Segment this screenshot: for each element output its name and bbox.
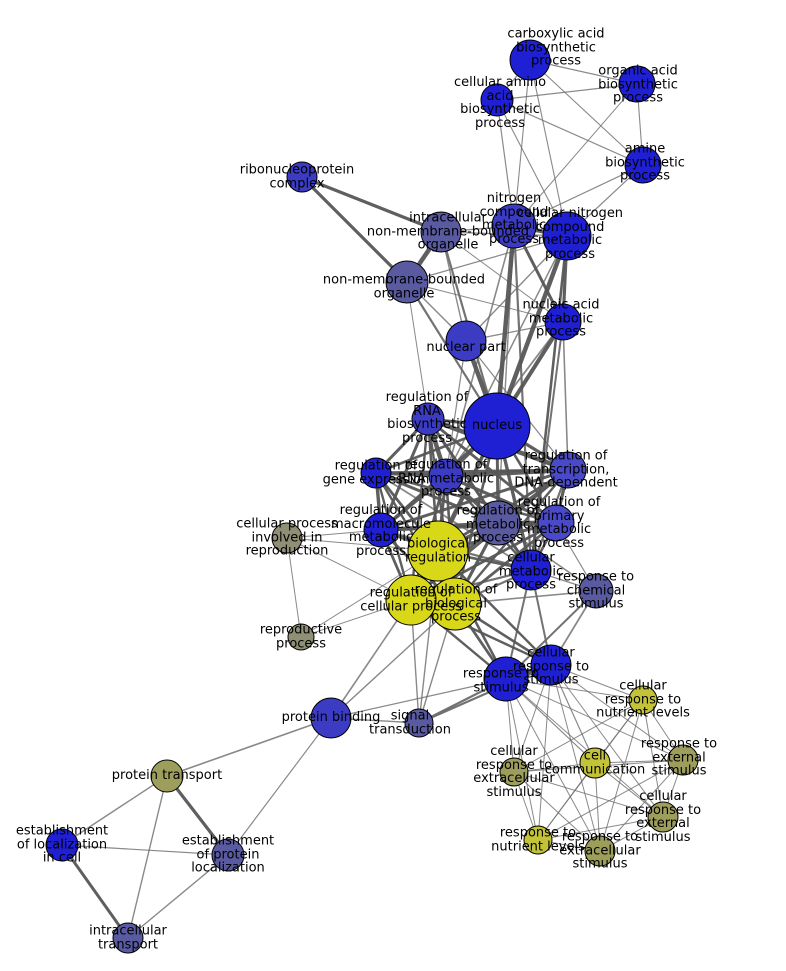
network-edge: [537, 762, 596, 841]
network-edge: [443, 467, 571, 479]
network-node[interactable]: regulation of RNA biosynthetic process: [411, 402, 445, 436]
network-edge: [529, 59, 568, 237]
network-node[interactable]: cellular process involved in reproductio…: [271, 522, 303, 554]
network-edge: [513, 771, 664, 818]
network-edge: [505, 678, 684, 761]
network-node[interactable]: cellular response to extracellular stimu…: [499, 757, 529, 787]
network-edge: [537, 759, 684, 841]
network-node[interactable]: protein binding: [310, 697, 352, 739]
network-edge: [513, 83, 638, 227]
network-edge: [127, 854, 229, 939]
network-node[interactable]: regulation of RNA metabolic process: [428, 458, 464, 494]
network-node[interactable]: intracellular transport: [112, 922, 144, 954]
network-node[interactable]: response to stimulus: [483, 656, 529, 702]
network-node[interactable]: nucleus: [463, 392, 531, 460]
network-edge: [537, 664, 552, 841]
network-node[interactable]: organic acid biosynthetic process: [618, 65, 656, 103]
node-layer: nucleusbiological regulationregulation o…: [45, 39, 699, 954]
network-node[interactable]: cellular nitrogen compound metabolic pro…: [542, 211, 592, 261]
network-edge: [445, 340, 467, 477]
network-edge: [513, 771, 601, 852]
network-edge: [494, 233, 570, 429]
network-node[interactable]: amine biosynthetic process: [624, 146, 662, 184]
network-edge: [599, 759, 684, 852]
network-node[interactable]: nuclear part: [445, 320, 487, 362]
network-edge: [505, 678, 664, 818]
network-node[interactable]: cellular amino acid biosynthetic process: [480, 83, 514, 117]
network-edge: [496, 99, 568, 237]
network-node[interactable]: cellular response to nutrient levels: [628, 685, 658, 715]
network-edge: [562, 321, 569, 471]
network-edge: [409, 417, 430, 602]
network-node[interactable]: establishment of protein localization: [211, 838, 245, 872]
network-edge: [529, 59, 644, 166]
network-node[interactable]: response to extracellular stimulus: [584, 835, 616, 867]
network-node[interactable]: nitrogen compound metabolic process: [491, 203, 537, 249]
network-edge: [599, 699, 644, 852]
network-edge: [505, 678, 644, 701]
network-edge: [166, 717, 332, 777]
network-edge: [550, 664, 684, 761]
network-edge: [127, 775, 168, 939]
network-edge: [165, 774, 230, 857]
network-edge: [227, 717, 332, 856]
network-node[interactable]: ribonucleoprotein complex: [286, 161, 318, 193]
network-node[interactable]: cellular response to external stimulus: [647, 801, 679, 833]
network-edge: [550, 664, 601, 852]
network-node[interactable]: establishment of localization in cell: [45, 828, 79, 862]
network-edge: [505, 678, 601, 852]
network-node[interactable]: response to external stimulus: [667, 744, 699, 776]
network-node[interactable]: biological regulation: [407, 520, 469, 582]
edge-layer: [60, 59, 684, 940]
network-edge: [513, 699, 644, 773]
network-edge: [330, 678, 507, 719]
network-node[interactable]: regulation of transcription, DNA-depende…: [549, 451, 587, 489]
network-edge: [286, 537, 302, 638]
network-node[interactable]: regulation of gene expression: [360, 457, 392, 489]
network-node[interactable]: response to chemical stimulus: [578, 573, 614, 609]
network-edge: [505, 678, 539, 841]
network-node[interactable]: reproductive process: [287, 623, 315, 651]
network-node[interactable]: carboxylic acid biosynthetic process: [509, 39, 551, 81]
network-edge: [406, 281, 429, 420]
network-node[interactable]: non-membrane-bounded organelle: [385, 260, 429, 304]
network-edge: [513, 59, 531, 227]
network-node[interactable]: cell communication: [579, 747, 611, 779]
network-edge: [60, 843, 130, 940]
network-edge: [496, 99, 644, 166]
network-node[interactable]: response to nutrient levels: [523, 825, 553, 855]
network-edge: [406, 235, 568, 283]
network-node[interactable]: nucleic acid metabolic process: [544, 303, 582, 341]
network-node[interactable]: regulation of primary metabolic process: [537, 504, 575, 542]
network-edge: [374, 471, 558, 525]
network-edge: [513, 164, 644, 227]
network-node[interactable]: regulation of macromolecule metabolic pr…: [363, 512, 399, 548]
network-edge: [537, 816, 664, 841]
network-edge: [61, 775, 168, 846]
network-node[interactable]: signal transduction: [404, 708, 434, 738]
network-edge: [496, 83, 638, 101]
network-edge: [61, 844, 229, 856]
network-edge: [300, 175, 409, 284]
network-edge: [642, 699, 664, 818]
network-node[interactable]: regulation of cellular process: [385, 574, 437, 626]
network-node[interactable]: cellular metabolic process: [510, 549, 552, 591]
network-edge: [330, 603, 456, 719]
network-node[interactable]: regulation of biological process: [428, 577, 482, 631]
network-node[interactable]: protein transport: [150, 759, 184, 793]
network-node[interactable]: regulation of metabolic process: [475, 500, 521, 546]
network-edge: [417, 663, 553, 725]
network-edge: [444, 474, 558, 525]
network-edge: [300, 175, 443, 234]
network-edge: [550, 664, 664, 818]
network-node[interactable]: cellular response to stimulus: [530, 644, 572, 686]
network-node[interactable]: intracellular non-membrane-bounded organ…: [420, 211, 462, 253]
